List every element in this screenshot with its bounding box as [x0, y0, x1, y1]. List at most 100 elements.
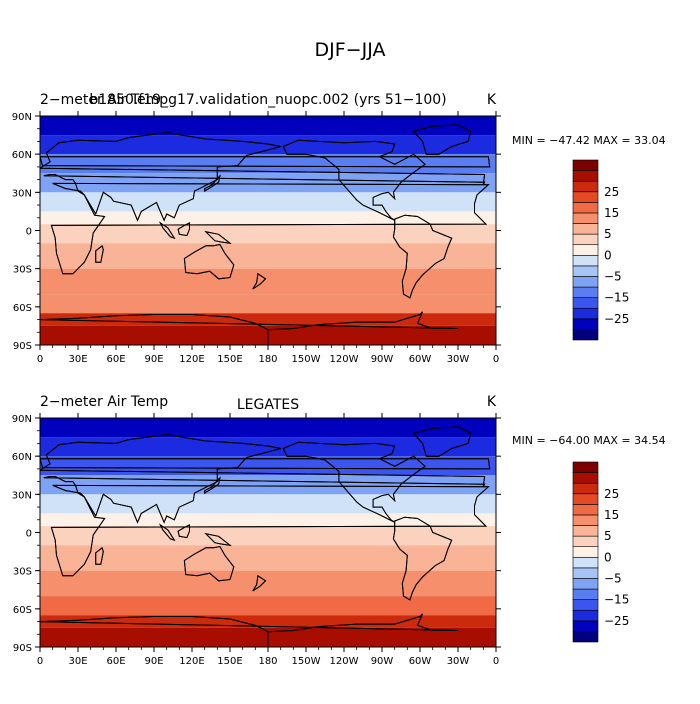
colorbar-swatch-15 [572, 472, 599, 484]
y-tick-label: 90N [12, 112, 32, 123]
x-tick-label: 180 [258, 354, 277, 365]
y-tick-label: 90S [13, 341, 32, 352]
field-band-2 [40, 154, 496, 174]
x-tick-label: 30E [68, 656, 87, 667]
colorbar-label: −25 [604, 614, 629, 628]
coastline-antarctica [40, 311, 459, 345]
coastline-australia [183, 545, 235, 582]
field-band-1 [40, 437, 496, 457]
y-tick-label: 0 [26, 529, 32, 540]
colorbar-swatch-16 [572, 461, 599, 473]
panel-bottom-min-max: MIN = −64.00 MAX = 34.54 [512, 434, 666, 447]
panel-top-colorbar: 25 15 5 0 −5 −15 −25 [572, 159, 629, 341]
y-tick-label: 60N [12, 452, 32, 463]
colorbar-swatch-5 [572, 578, 599, 590]
y-tick-label: 90N [12, 414, 32, 425]
colorbar-swatch-9 [572, 535, 599, 548]
colorbar-swatch-11 [572, 212, 599, 224]
coastline-australia [183, 243, 235, 280]
coastline-new-zealand [252, 574, 267, 592]
y-tick-label: 60S [13, 605, 32, 616]
y-tick-label: 30S [13, 265, 32, 276]
colorbar-label: 5 [604, 529, 612, 543]
colorbar-swatch-16 [572, 159, 599, 171]
x-tick-label: 150E [217, 354, 242, 365]
x-tick-label: 120E [179, 354, 204, 365]
x-tick-label: 90W [371, 354, 394, 365]
colorbar-swatch-12 [572, 504, 599, 516]
coastline-africa [50, 182, 490, 275]
panel-bottom-colorbar: 25 15 5 0 −5 −15 −25 [572, 461, 629, 643]
coastline-south-america [392, 214, 453, 299]
y-tick-label: 0 [26, 227, 32, 238]
x-tick-label: 120W [330, 354, 359, 365]
panel-top-title-left: 2−meter Air Temp [40, 92, 168, 108]
colorbar-label: −25 [604, 312, 629, 326]
x-tick-label: 150W [292, 354, 321, 365]
coastline-north-america [282, 441, 426, 523]
colorbar-label: 5 [604, 227, 612, 241]
colorbar-label: 0 [604, 550, 612, 564]
coastline-uk [40, 156, 491, 168]
x-tick-label: 120W [330, 656, 359, 667]
colorbar-swatch-6 [572, 265, 599, 277]
coastlines [40, 426, 491, 647]
colorbar-swatch-7 [572, 556, 599, 569]
coastline-uk [40, 458, 491, 470]
x-tick-label: 60E [106, 354, 125, 365]
field-band-5 [40, 211, 496, 225]
x-tick-label: 0 [37, 354, 43, 365]
x-tick-label: 150W [292, 656, 321, 667]
coastline-antarctica [40, 613, 459, 647]
colorbar-swatch-14 [572, 180, 599, 193]
coastline-borneo [177, 222, 190, 237]
colorbar-swatch-5 [572, 276, 599, 288]
coastline-eurasia [40, 131, 486, 222]
colorbar-swatch-1 [572, 620, 599, 632]
x-tick-label: 60W [409, 354, 432, 365]
field-band-4 [40, 494, 496, 514]
field-band-10 [40, 615, 496, 628]
x-tick-label: 90E [144, 354, 163, 365]
colorbar-label: −5 [604, 571, 622, 585]
colorbar-swatch-3 [572, 599, 599, 611]
coastline-greenland [412, 124, 472, 155]
field-band-0 [40, 116, 496, 136]
panel-bottom-plot: 0 30E 60E 90E 120E 150E 180 150W 120W 90W 60W 30W 09… [12, 413, 501, 667]
colorbar-swatch-8 [572, 244, 599, 256]
colorbar-label: −15 [604, 291, 629, 305]
colorbar-swatch-13 [572, 191, 599, 203]
colorbar-label: 15 [604, 206, 619, 220]
field-band-7 [40, 545, 496, 571]
colorbar-label: 25 [604, 487, 619, 501]
colorbar-swatch-4 [572, 286, 599, 298]
panel-bottom-units: K [487, 394, 497, 410]
panel-bottom-title-left: 2−meter Air Temp [40, 394, 168, 410]
x-tick-label: 0 [493, 656, 499, 667]
panel-top-min-max: MIN = −47.42 MAX = 33.04 [512, 134, 666, 147]
field-band-8 [40, 268, 496, 295]
colorbar-swatch-12 [572, 202, 599, 214]
field-band-6 [40, 526, 496, 546]
panel-top: 2−meter Air Temp b1850.f19_g17.validatio… [12, 92, 666, 365]
field-band-8 [40, 570, 496, 597]
y-tick-label: 90S [13, 643, 32, 654]
x-tick-label: 30W [447, 656, 470, 667]
colorbar-swatch-0 [572, 329, 599, 341]
coastlines [40, 124, 491, 345]
coastline-japan [204, 476, 221, 494]
coastline-eurasia [40, 433, 486, 524]
coastline-africa [50, 484, 490, 577]
y-tick-label: 30N [12, 188, 32, 199]
panel-top-units: K [487, 92, 497, 108]
field-band-0 [40, 418, 496, 438]
y-tick-label: 30S [13, 567, 32, 578]
x-tick-label: 90W [371, 656, 394, 667]
y-tick-label: 30N [12, 490, 32, 501]
colorbar-label: −5 [604, 269, 622, 283]
panel-bottom: 2−meter Air Temp LEGATES K MIN = −64.00 … [12, 394, 666, 667]
temperature-field [40, 418, 496, 647]
colorbar-swatch-2 [572, 609, 599, 622]
coastline-new-zealand [252, 272, 267, 290]
y-tick-label: 60N [12, 150, 32, 161]
